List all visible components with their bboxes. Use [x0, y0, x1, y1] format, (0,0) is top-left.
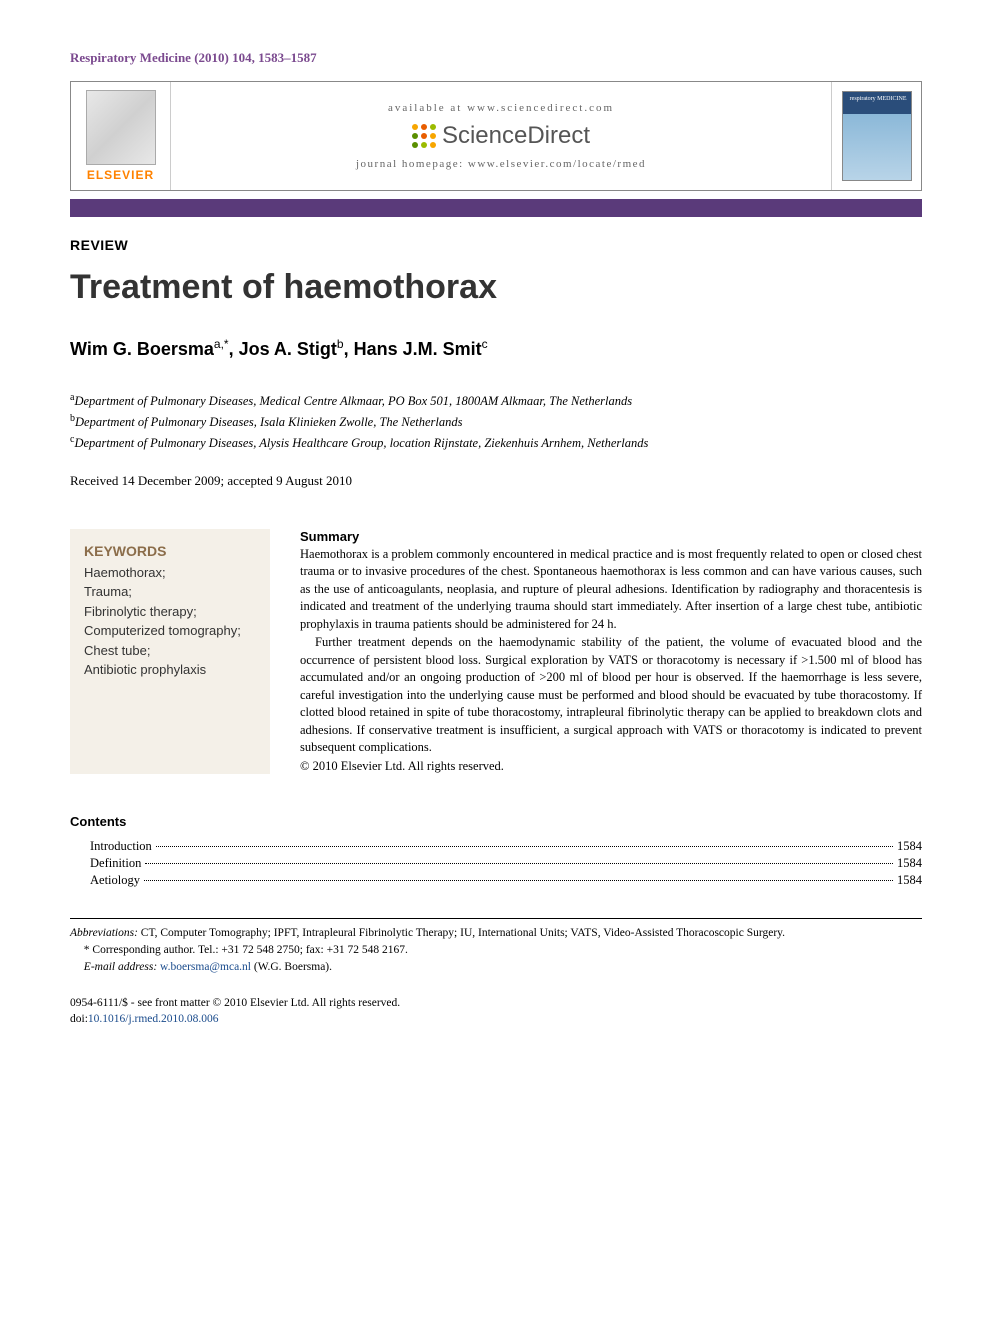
- abbrev-label: Abbreviations:: [70, 927, 138, 939]
- summary-paragraph: Haemothorax is a problem commonly encoun…: [300, 546, 922, 634]
- author-affil-sup: a,*: [214, 337, 229, 351]
- sciencedirect-wordmark: ScienceDirect: [442, 122, 590, 150]
- affil-text: Department of Pulmonary Diseases, Alysis…: [74, 436, 648, 450]
- email-label: E-mail address:: [84, 961, 157, 973]
- email-line: E-mail address: w.boersma@mca.nl (W.G. B…: [70, 959, 922, 975]
- article-dates: Received 14 December 2009; accepted 9 Au…: [70, 473, 922, 489]
- summary-copyright: © 2010 Elsevier Ltd. All rights reserved…: [300, 759, 922, 774]
- toc-row: Aetiology 1584: [90, 873, 922, 888]
- author-name: , Jos A. Stigt: [229, 339, 337, 359]
- sd-dot: [421, 142, 427, 148]
- summary-text: Haemothorax is a problem commonly encoun…: [300, 546, 922, 757]
- abstract-row: KEYWORDS Haemothorax; Trauma; Fibrinolyt…: [70, 529, 922, 774]
- doi-label: doi:: [70, 1013, 88, 1025]
- front-matter-line: 0954-6111/$ - see front matter © 2010 El…: [70, 995, 922, 1011]
- available-at-text: available at www.sciencedirect.com: [388, 102, 614, 114]
- summary-column: Summary Haemothorax is a problem commonl…: [300, 529, 922, 774]
- toc-page: 1584: [897, 856, 922, 871]
- toc-page: 1584: [897, 873, 922, 888]
- toc-label: Definition: [90, 856, 141, 871]
- abbreviations-line: Abbreviations: CT, Computer Tomography; …: [70, 925, 922, 941]
- sd-dot: [412, 133, 418, 139]
- affiliations: aDepartment of Pulmonary Diseases, Medic…: [70, 390, 922, 453]
- footnotes: Abbreviations: CT, Computer Tomography; …: [70, 925, 922, 975]
- sd-dot: [430, 142, 436, 148]
- affiliation-line: bDepartment of Pulmonary Diseases, Isala…: [70, 411, 922, 432]
- purple-divider-bar: [70, 199, 922, 217]
- journal-header: ELSEVIER available at www.sciencedirect.…: [70, 81, 922, 191]
- toc-label: Aetiology: [90, 873, 140, 888]
- journal-homepage-text: journal homepage: www.elsevier.com/locat…: [356, 158, 646, 170]
- email-link[interactable]: w.boersma@mca.nl: [160, 961, 251, 973]
- sd-dot: [430, 124, 436, 130]
- affil-text: Department of Pulmonary Diseases, Medica…: [74, 394, 632, 408]
- author-affil-sup: c: [482, 337, 488, 351]
- sciencedirect-dots-icon: [412, 124, 436, 148]
- sd-dot: [430, 133, 436, 139]
- sd-dot: [412, 124, 418, 130]
- sciencedirect-cell: available at www.sciencedirect.com Scien…: [171, 82, 831, 190]
- email-attribution: (W.G. Boersma).: [251, 961, 332, 973]
- toc-leader-dots: [144, 880, 893, 881]
- keywords-heading: KEYWORDS: [84, 543, 256, 559]
- article-type: REVIEW: [70, 237, 922, 253]
- journal-reference: Respiratory Medicine (2010) 104, 1583–15…: [70, 50, 922, 66]
- doi-block: 0954-6111/$ - see front matter © 2010 El…: [70, 995, 922, 1027]
- doi-line: doi:10.1016/j.rmed.2010.08.006: [70, 1011, 922, 1027]
- summary-heading: Summary: [300, 529, 922, 544]
- elsevier-logo-cell: ELSEVIER: [71, 82, 171, 190]
- keywords-box: KEYWORDS Haemothorax; Trauma; Fibrinolyt…: [70, 529, 270, 774]
- toc-leader-dots: [156, 846, 893, 847]
- author-list: Wim G. Boersmaa,*, Jos A. Stigtb, Hans J…: [70, 337, 922, 360]
- toc-row: Introduction 1584: [90, 839, 922, 854]
- summary-paragraph: Further treatment depends on the haemody…: [300, 634, 922, 757]
- keywords-list: Haemothorax; Trauma; Fibrinolytic therap…: [84, 563, 256, 680]
- abbrev-text: CT, Computer Tomography; IPFT, Intrapleu…: [138, 927, 785, 939]
- sd-dot: [421, 124, 427, 130]
- author-affil-sup: b: [337, 337, 344, 351]
- toc-page: 1584: [897, 839, 922, 854]
- author-name: Wim G. Boersma: [70, 339, 214, 359]
- footnote-rule: [70, 918, 922, 919]
- toc-row: Definition 1584: [90, 856, 922, 871]
- journal-cover-cell: respiratory MEDICINE: [831, 82, 921, 190]
- sd-dot: [421, 133, 427, 139]
- article-title: Treatment of haemothorax: [70, 268, 922, 307]
- affiliation-line: cDepartment of Pulmonary Diseases, Alysi…: [70, 432, 922, 453]
- toc-label: Introduction: [90, 839, 152, 854]
- journal-cover-label: respiratory MEDICINE: [850, 96, 907, 102]
- sd-dot: [412, 142, 418, 148]
- contents-heading: Contents: [70, 814, 922, 829]
- author-name: , Hans J.M. Smit: [344, 339, 482, 359]
- table-of-contents: Introduction 1584 Definition 1584 Aetiol…: [70, 839, 922, 888]
- affiliation-line: aDepartment of Pulmonary Diseases, Medic…: [70, 390, 922, 411]
- elsevier-wordmark: ELSEVIER: [87, 168, 154, 182]
- corresponding-author-line: * Corresponding author. Tel.: +31 72 548…: [70, 942, 922, 958]
- toc-leader-dots: [145, 863, 893, 864]
- sciencedirect-logo: ScienceDirect: [412, 122, 590, 150]
- elsevier-tree-icon: [86, 90, 156, 165]
- doi-link[interactable]: 10.1016/j.rmed.2010.08.006: [88, 1013, 219, 1025]
- affil-text: Department of Pulmonary Diseases, Isala …: [75, 415, 462, 429]
- journal-cover-thumbnail: respiratory MEDICINE: [842, 91, 912, 181]
